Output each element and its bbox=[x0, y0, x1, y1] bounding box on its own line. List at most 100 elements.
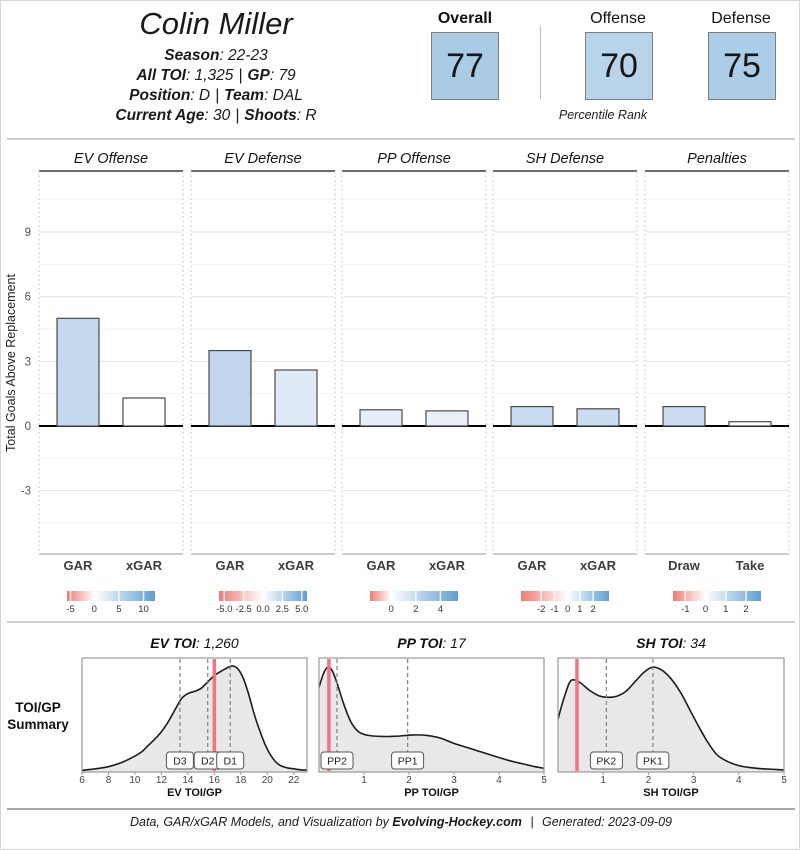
ref-label-box-pp1 bbox=[391, 751, 425, 770]
toi-plot-ev-toi: EV TOI: 1,260 D3 D2 D1 6 8 10 12 14 16 18 20 22 EV TO… bbox=[79, 635, 308, 799]
offense-label: Offense bbox=[590, 10, 646, 27]
bar-label-gar: GAR bbox=[518, 558, 548, 573]
svg-text:6: 6 bbox=[79, 775, 85, 786]
bar-label-gar: GAR bbox=[367, 558, 397, 573]
bar-gar bbox=[359, 409, 403, 427]
overall-percentile-box: 77 bbox=[431, 32, 499, 100]
bar-xgar bbox=[425, 410, 469, 427]
svg-text:5: 5 bbox=[541, 775, 547, 786]
overall-label: Overall bbox=[437, 10, 493, 27]
density-area bbox=[558, 667, 784, 772]
svg-text:-2: -2 bbox=[537, 604, 545, 615]
plot-border bbox=[81, 657, 308, 773]
gar-panel-ev-offense: EV Offense GAR xGAR -5 0 5 10 bbox=[38, 151, 184, 615]
bar-gar bbox=[510, 406, 554, 427]
player-name: Colin Miller bbox=[139, 6, 293, 41]
svg-text:10: 10 bbox=[129, 775, 141, 786]
svg-text:5: 5 bbox=[781, 775, 787, 786]
svg-text:-5.0: -5.0 bbox=[216, 604, 232, 615]
svg-text:5.0: 5.0 bbox=[295, 604, 308, 615]
player-info-block: Colin Miller Season: 22-23 All TOI: 1,32… bbox=[16, 6, 416, 126]
svg-text:4: 4 bbox=[496, 775, 502, 786]
gar-panel-penalties: Penalties Draw Take -1 0 1 2 bbox=[644, 151, 790, 615]
color-scale bbox=[67, 591, 155, 601]
svg-text:0: 0 bbox=[565, 604, 570, 615]
svg-text:12: 12 bbox=[156, 775, 168, 786]
y-axis-title: Total Goals Above Replacement bbox=[4, 274, 18, 452]
svg-text:1: 1 bbox=[600, 775, 606, 786]
svg-text:10: 10 bbox=[138, 604, 149, 615]
offense-percentile-box: 70 bbox=[585, 32, 653, 100]
svg-text:D2: D2 bbox=[201, 756, 215, 768]
toi-section-label: TOI/GP bbox=[15, 700, 61, 715]
svg-text:2.5: 2.5 bbox=[276, 604, 289, 615]
color-scale bbox=[370, 591, 458, 601]
color-scale bbox=[673, 591, 761, 601]
percentile-divider bbox=[540, 26, 541, 99]
svg-text:1: 1 bbox=[361, 775, 367, 786]
defense-label: Defense bbox=[711, 10, 771, 27]
bar-label-gar: GAR bbox=[64, 558, 94, 573]
bar-label-draw: Draw bbox=[668, 558, 701, 573]
svg-text:2: 2 bbox=[743, 604, 748, 615]
svg-text:-5: -5 bbox=[66, 604, 74, 615]
svg-text:-1: -1 bbox=[681, 604, 689, 615]
svg-text:2: 2 bbox=[646, 775, 652, 786]
svg-text:PK1: PK1 bbox=[643, 756, 663, 768]
density-area bbox=[319, 667, 544, 772]
bar-take bbox=[728, 421, 772, 427]
ref-label-box-d1 bbox=[216, 751, 245, 770]
footer-generated: Generated: 2023-09-09 bbox=[542, 815, 673, 829]
svg-text:-2.5: -2.5 bbox=[235, 604, 251, 615]
color-scale bbox=[521, 591, 609, 601]
svg-text:22: 22 bbox=[288, 775, 300, 786]
svg-text:0: 0 bbox=[703, 604, 708, 615]
bar-label-take: Take bbox=[736, 558, 765, 573]
ref-label-box-pp2 bbox=[320, 751, 354, 770]
svg-text:-3: -3 bbox=[21, 486, 31, 498]
ref-label-box-d3 bbox=[165, 751, 194, 770]
toi-plot-sh-toi: SH TOI: 34 PK2 PK1 1 2 3 4 5 SH TOI/GP bbox=[557, 635, 787, 799]
svg-text:20: 20 bbox=[262, 775, 274, 786]
x-axis-title: PP TOI/GP bbox=[404, 787, 459, 799]
svg-text:D3: D3 bbox=[173, 756, 187, 768]
svg-text:14: 14 bbox=[182, 775, 194, 786]
bar-draw bbox=[662, 406, 706, 427]
info-line-age-shoots: Current Age: 30 | Shoots: R bbox=[115, 107, 317, 124]
svg-text:0: 0 bbox=[25, 421, 31, 433]
svg-text:1: 1 bbox=[577, 604, 582, 615]
info-line-position-team: Position: D | Team: DAL bbox=[129, 87, 303, 104]
panel-title: EV Defense bbox=[224, 151, 301, 167]
bar-gar bbox=[56, 317, 100, 427]
svg-text:3: 3 bbox=[691, 775, 697, 786]
svg-text:0: 0 bbox=[388, 604, 393, 615]
svg-text:2: 2 bbox=[406, 775, 412, 786]
svg-text:16: 16 bbox=[209, 775, 221, 786]
toi-plot-title: SH TOI: 34 bbox=[636, 635, 706, 651]
info-line-toi-gp: All TOI: 1,325 | GP: 79 bbox=[136, 67, 296, 84]
density-curve bbox=[318, 666, 545, 770]
svg-text:1: 1 bbox=[723, 604, 728, 615]
panel-title: SH Defense bbox=[526, 151, 604, 167]
svg-text:3: 3 bbox=[25, 356, 31, 368]
svg-text:2: 2 bbox=[591, 604, 596, 615]
panel-title: Penalties bbox=[687, 151, 747, 167]
svg-text:D1: D1 bbox=[224, 756, 238, 768]
svg-text:8: 8 bbox=[106, 775, 112, 786]
bar-xgar bbox=[122, 397, 166, 427]
svg-text:6: 6 bbox=[25, 292, 31, 304]
footer-credit: Data, GAR/xGAR Models, and Visualization… bbox=[129, 815, 673, 829]
x-axis-title: EV TOI/GP bbox=[167, 787, 222, 799]
ref-label-box-pk2 bbox=[589, 751, 623, 770]
toi-plot-title: EV TOI: 1,260 bbox=[150, 635, 239, 651]
panel-title: PP Offense bbox=[377, 151, 451, 167]
bar-label-xgar: xGAR bbox=[580, 558, 617, 573]
svg-text:PP2: PP2 bbox=[327, 756, 347, 768]
toi-plot-title: PP TOI: 17 bbox=[397, 635, 467, 651]
svg-text:4: 4 bbox=[736, 775, 742, 786]
x-axis-title: SH TOI/GP bbox=[643, 787, 698, 799]
defense-percentile-box: 75 bbox=[708, 32, 776, 100]
gar-panel-pp-offense: PP Offense GAR xGAR 0 2 4 bbox=[341, 151, 487, 615]
svg-text:2: 2 bbox=[413, 604, 418, 615]
